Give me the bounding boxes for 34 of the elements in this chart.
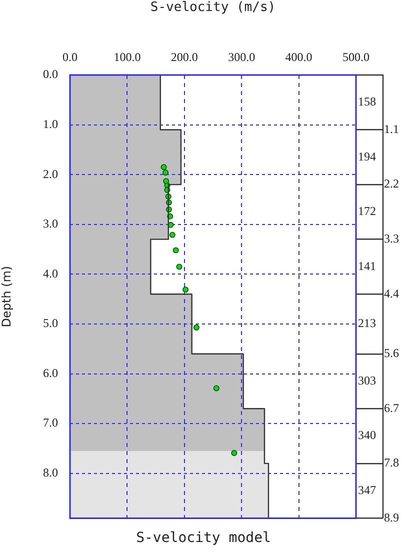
y2-tick-label: 1.1	[384, 122, 399, 136]
y-tick-label: 0.0	[43, 67, 58, 82]
x-tick-label: 0.0	[62, 50, 78, 64]
text: 158	[358, 94, 376, 109]
text: 303	[358, 373, 376, 388]
y-tick-label: 2.0	[43, 166, 58, 181]
y-tick-label: 4.0	[43, 266, 58, 280]
x-tick-label: 300.0	[228, 50, 256, 64]
text: 347	[358, 482, 376, 497]
y-tick-label: 3.0	[43, 216, 58, 231]
text: 213	[358, 316, 376, 330]
x-tick-label: 400.0	[285, 50, 312, 64]
y2-tick-label: 7.8	[384, 456, 399, 470]
y2-tick-label: 4.4	[384, 286, 399, 300]
y2-tick-label: 5.6	[384, 346, 399, 360]
x-axis-title: S-velocity (m/s)	[150, 0, 276, 16]
y-tick-label: 5.0	[43, 316, 58, 330]
y2-tick-label: 8.9	[384, 510, 399, 524]
text: 194	[358, 149, 376, 164]
y-tick-label: 1.0	[43, 116, 58, 131]
y-tick-label: 8.0	[43, 466, 58, 480]
y2-tick-label: 2.2	[384, 176, 399, 191]
text: S-velocity model	[136, 530, 271, 546]
y-tick-label: 7.0	[43, 416, 58, 430]
y-axis-title: Depth (m)	[0, 266, 14, 328]
x-tick-label: 100.0	[114, 50, 141, 64]
text: 172	[358, 204, 376, 218]
x-tick-label: 200.0	[170, 50, 198, 64]
y2-tick-label: 3.3	[384, 231, 399, 246]
text: 340	[358, 428, 376, 442]
y2-tick-label: 6.7	[384, 400, 399, 415]
y-tick-label: 6.0	[43, 366, 58, 380]
x-tick-label: 500.0	[342, 50, 370, 64]
text: 141	[358, 258, 376, 273]
